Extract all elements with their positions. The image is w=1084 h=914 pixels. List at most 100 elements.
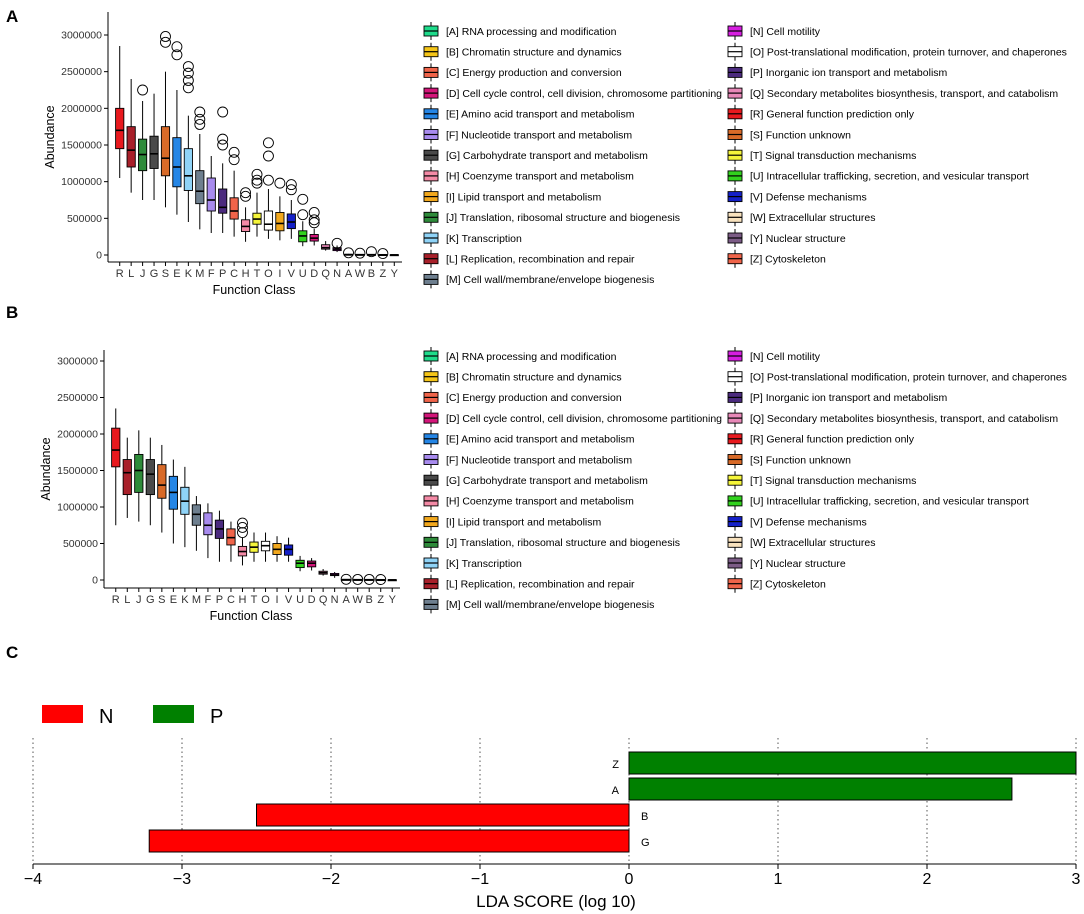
lda-legend-swatch (153, 705, 194, 723)
lda-x-tick-label: −4 (24, 871, 42, 888)
lda-bar-label: B (641, 811, 648, 823)
x-tick-label: C (230, 268, 238, 280)
outlier-point (262, 150, 274, 162)
legend-label: [M] Cell wall/membrane/envelope biogenes… (446, 599, 654, 611)
legend-item: [C] Energy production and conversion (423, 388, 622, 407)
lda-legend-item-P: P (153, 705, 223, 728)
outlier-point (251, 174, 263, 186)
box-Q: Q (318, 569, 328, 606)
outlier-point (228, 146, 240, 158)
legend-item: [S] Function unknown (727, 125, 851, 144)
x-tick-label: L (124, 594, 130, 606)
x-tick-label: B (366, 594, 373, 606)
outlier-point (354, 247, 366, 259)
box-body (203, 512, 213, 536)
legend-item: [Z] Cytoskeleton (727, 574, 826, 593)
x-tick-label: D (310, 268, 318, 280)
box-L: L (126, 79, 136, 280)
legend-label: [R] General function prediction only (750, 109, 915, 121)
box-body (122, 459, 132, 496)
box-A: A (343, 247, 354, 280)
legend-label: [G] Carbohydrate transport and metabolis… (446, 150, 648, 162)
x-tick-label: T (251, 594, 258, 606)
legend-item: [N] Cell motility (727, 22, 821, 40)
outlier-point (240, 187, 252, 199)
legend-item: [L] Replication, recombination and repai… (423, 574, 635, 593)
legend-item: [V] Defense mechanisms (727, 187, 867, 206)
y-tick-label: 2000000 (61, 103, 102, 115)
outlier-point (171, 49, 183, 61)
x-tick-label: C (227, 594, 235, 606)
legend-label: [A] RNA processing and modification (446, 26, 617, 38)
x-tick-label: L (128, 268, 134, 280)
panel-label-c: C (6, 643, 18, 662)
lda-bar (148, 829, 630, 853)
lda-bar-chart: N P Z A B G −4 −3 −2 −1 0 1 2 3 LDA SCORE (log 10) (24, 705, 1081, 911)
y-tick-label: 1000000 (61, 176, 102, 188)
legend-item: [O] Post-translational modification, pro… (727, 42, 1067, 61)
legend-label: [H] Coenzyme transport and metabolism (446, 171, 634, 183)
box-body (195, 170, 205, 205)
legend-label: [I] Lipid transport and metabolism (446, 191, 601, 203)
outlier-point (352, 573, 364, 585)
legend-label: [T] Signal transduction mechanisms (750, 475, 916, 487)
x-tick-label: T (254, 268, 261, 280)
box-body (160, 126, 171, 177)
box-Q: Q (321, 241, 330, 280)
box-body (134, 453, 144, 493)
legend-item: [Y] Nuclear structure (727, 229, 846, 247)
legend-label: [W] Extracellular structures (750, 537, 875, 549)
lda-bar-Z: Z (612, 751, 1077, 775)
box-P: P (217, 106, 229, 280)
legend-label: [J] Translation, ribosomal structure and… (446, 212, 680, 224)
x-tick-label: Y (389, 594, 397, 606)
x-tick-label: M (195, 268, 204, 280)
x-tick-label: K (185, 268, 193, 280)
box-R: R (111, 408, 121, 606)
legend-label: [W] Extracellular structures (750, 212, 875, 224)
x-axis-label: Function Class (210, 609, 293, 623)
box-K: K (182, 61, 194, 280)
legend-label: [M] Cell wall/membrane/envelope biogenes… (446, 274, 654, 286)
lda-bar (628, 777, 1013, 801)
legend-label: [C] Energy production and conversion (446, 392, 622, 404)
legend-item: [Q] Secondary metabolites biosynthesis, … (727, 84, 1058, 103)
legend-item: [F] Nucleotide transport and metabolism (423, 125, 632, 144)
box-body (126, 126, 136, 168)
x-tick-label: S (158, 594, 165, 606)
lda-legend-swatch (42, 705, 83, 723)
y-axis-label: Abundance (39, 437, 53, 500)
lda-legend-label: P (210, 706, 223, 728)
outlier-point (237, 517, 248, 529)
panel-label-a: A (6, 7, 18, 26)
box-S: S (157, 444, 167, 606)
legend-item: [V] Defense mechanisms (727, 512, 867, 531)
outlier-point (182, 67, 194, 79)
y-tick-label: 0 (92, 575, 98, 587)
legend-label: [E] Amino acid transport and metabolism (446, 109, 635, 121)
x-tick-label: E (173, 268, 180, 280)
box-M: M (194, 106, 206, 280)
box-E: E (168, 459, 178, 606)
box-U: U (297, 193, 309, 280)
box-J: J (134, 430, 144, 606)
legend-label: [V] Defense mechanisms (750, 516, 867, 528)
x-tick-label: P (216, 594, 223, 606)
legend-item: [P] Inorganic ion transport and metaboli… (727, 388, 948, 407)
box-Z: Z (375, 574, 387, 606)
lda-x-tick-label: −2 (322, 871, 340, 888)
box-A: A (340, 573, 352, 606)
legend-label: [Y] Nuclear structure (750, 233, 846, 245)
legend-item: [P] Inorganic ion transport and metaboli… (727, 63, 948, 82)
outlier-point (375, 574, 387, 585)
x-tick-label: G (146, 594, 155, 606)
legend-item: [T] Signal transduction mechanisms (727, 146, 916, 165)
outlier-point (217, 139, 229, 151)
x-tick-label: P (219, 268, 226, 280)
legend-item: [U] Intracellular trafficking, secretion… (727, 491, 1029, 510)
legend-label: [S] Function unknown (750, 454, 851, 466)
y-tick-label: 1000000 (57, 502, 98, 514)
legend-item: [E] Amino acid transport and metabolism (423, 104, 635, 123)
lda-x-tick-label: 1 (774, 871, 783, 888)
legend-label: [T] Signal transduction mechanisms (750, 150, 916, 162)
